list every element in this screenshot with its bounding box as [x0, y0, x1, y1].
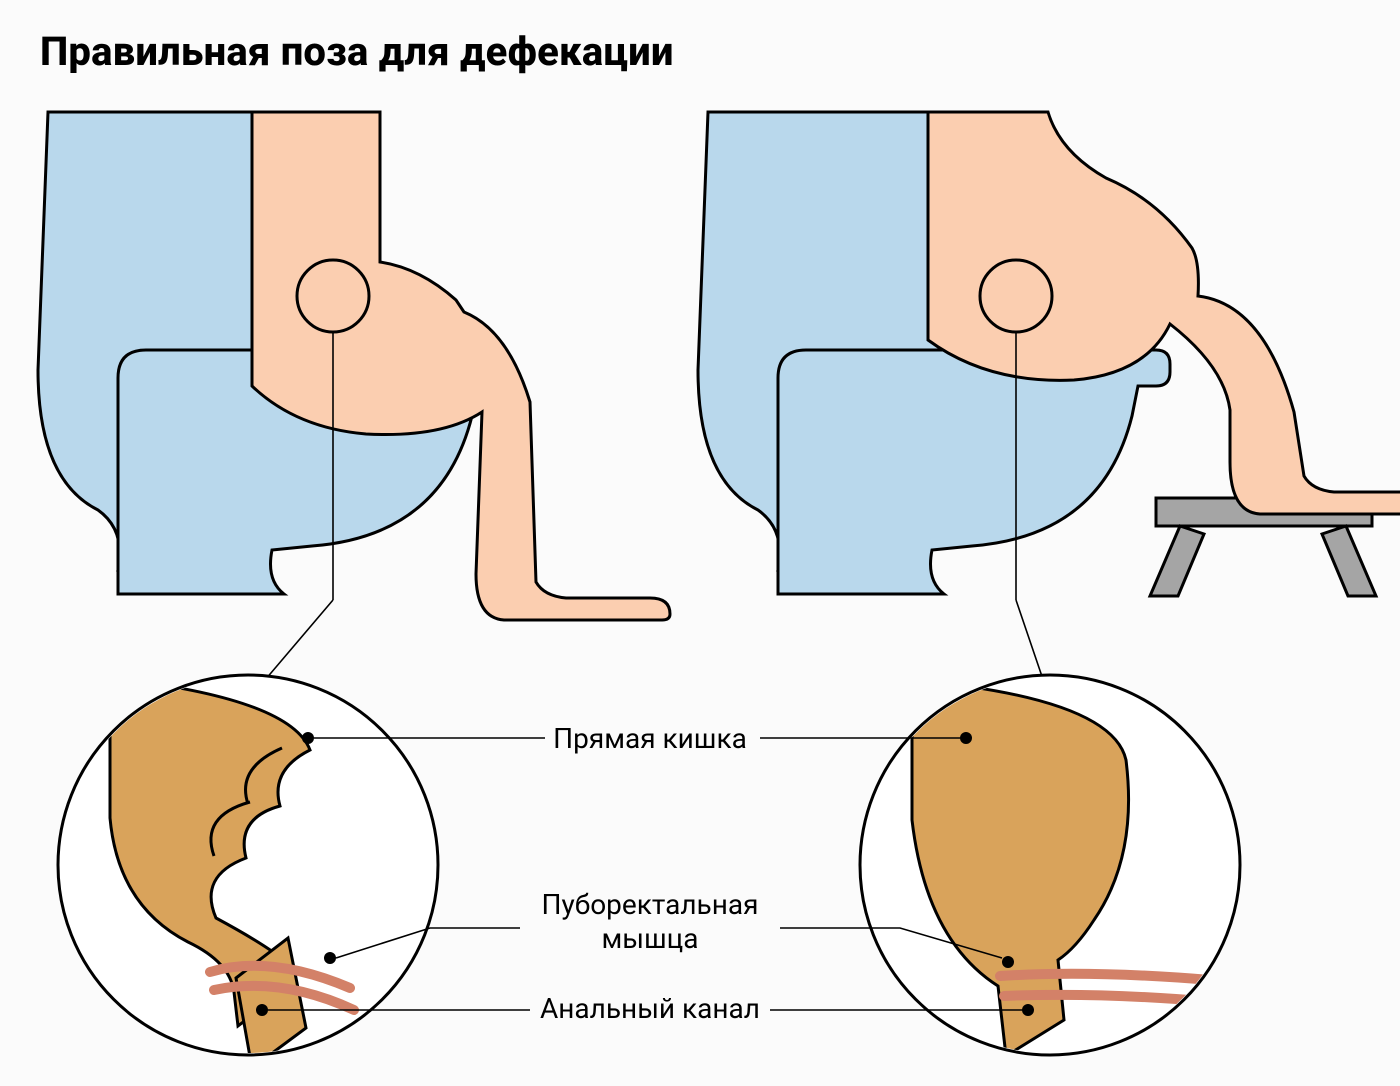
label-puborectal-2: мышца: [602, 922, 699, 955]
detail-right: [860, 675, 1240, 1056]
infographic-card: Правильная поза для дефекации: [0, 0, 1400, 1086]
label-anal-canal: Анальный канал: [540, 992, 760, 1025]
label-rectum: Прямая кишка: [553, 722, 747, 755]
diagram-stage: Прямая кишка Пуборектальная мышца Анальн…: [0, 0, 1400, 1086]
detail-left: [58, 675, 438, 1068]
label-puborectal-1: Пуборектальная: [542, 888, 759, 921]
panel-left: [38, 112, 670, 620]
hip-marker-left: [297, 260, 369, 332]
hip-marker-right: [980, 260, 1052, 332]
panel-right: [698, 112, 1400, 596]
